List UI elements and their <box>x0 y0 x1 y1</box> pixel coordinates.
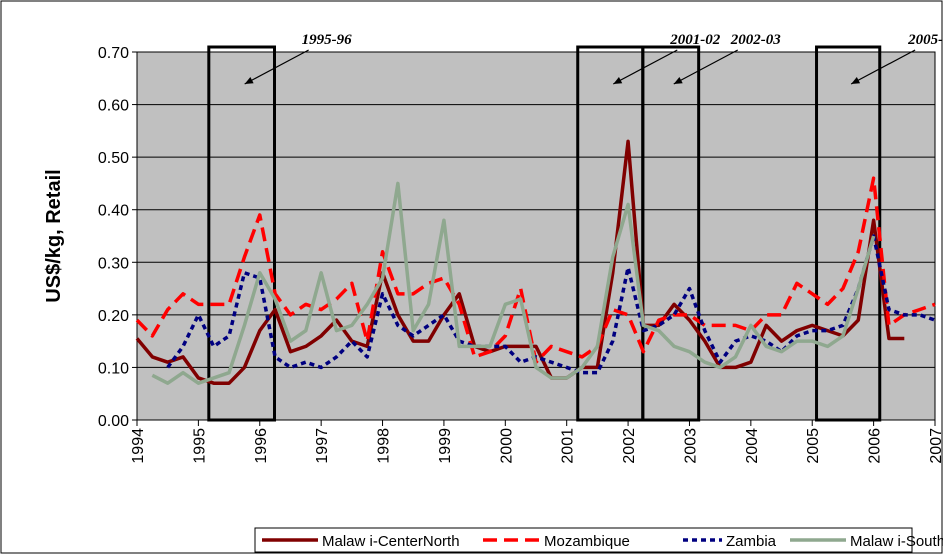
period-box <box>641 45 701 422</box>
arrow-head <box>673 77 683 84</box>
period-label: 2001-02 <box>669 32 720 48</box>
legend-label: Mozambique <box>544 533 630 550</box>
legend-label: Malaw i-CenterNorth <box>322 533 460 550</box>
y-tick-label: 0.70 <box>98 45 129 62</box>
y-tick-label: 0.40 <box>98 203 129 220</box>
y-tick-label: 0.10 <box>98 360 129 377</box>
y-tick-label: 0.60 <box>98 98 129 115</box>
x-tick-label: 2005 <box>805 428 822 464</box>
arrow-head <box>244 77 254 84</box>
series-line <box>166 234 936 375</box>
y-tick-label: 0.20 <box>98 308 129 325</box>
x-tick-label: 1998 <box>376 428 393 464</box>
period-arrow <box>673 49 739 85</box>
x-tick-label: 1996 <box>253 428 270 464</box>
x-tick-label: 1999 <box>437 428 454 464</box>
arrow-head <box>851 77 861 84</box>
x-tick-label: 2003 <box>682 428 699 464</box>
series-line <box>135 139 905 385</box>
x-tick-label: 2004 <box>744 428 761 464</box>
period-arrow <box>612 49 678 85</box>
legend: Malaw i-CenterNorth Mozambique Zambia Malaw… <box>254 527 943 553</box>
x-tick-label: 2006 <box>867 428 884 464</box>
legend-label: Malaw i-South <box>850 533 943 550</box>
period-arrow <box>850 49 916 85</box>
x-tick-label: 2002 <box>621 428 638 464</box>
period-label: 2005-06 <box>907 32 943 48</box>
y-tick-label: 0.00 <box>98 413 129 430</box>
x-tick-label: 2001 <box>560 428 577 464</box>
y-tick-label: 0.30 <box>98 255 129 272</box>
x-tick-label: 1995 <box>191 428 208 464</box>
period-label: 1995-96 <box>302 32 352 48</box>
legend-label: Zambia <box>726 533 777 550</box>
x-tick-label: 2000 <box>498 428 515 464</box>
x-tick-label: 2007 <box>928 428 943 464</box>
arrow-head <box>613 77 623 84</box>
period-label: 2002-03 <box>730 32 781 48</box>
x-tick-label: 1997 <box>314 428 331 464</box>
y-tick-label: 0.50 <box>98 150 129 167</box>
x-tick-label: 1994 <box>130 428 147 464</box>
period-box <box>207 45 277 422</box>
period-arrow <box>244 49 309 85</box>
series-line <box>151 181 876 385</box>
y-axis-label: US$/kg, Retail <box>43 169 65 302</box>
